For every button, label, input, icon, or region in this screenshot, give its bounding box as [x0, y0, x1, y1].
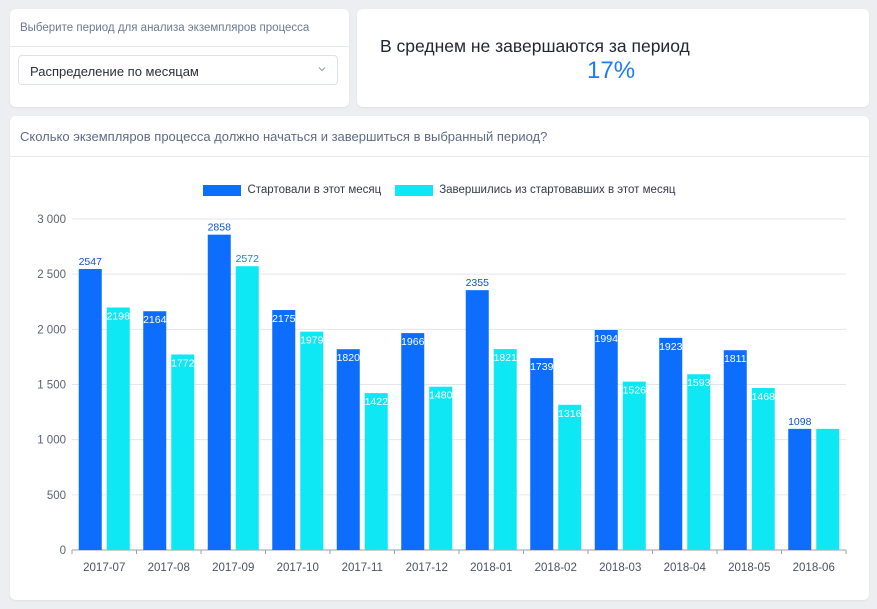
data-label: 2858	[208, 222, 232, 234]
period-select[interactable]: Распределение по месяцам	[18, 55, 338, 85]
x-tick-label: 2017-07	[83, 562, 125, 574]
data-label: 1098	[788, 416, 812, 428]
legend-item-finished[interactable]: Завершились из стартовавших в этот месяц	[395, 184, 676, 196]
x-tick-label: 2017-08	[148, 562, 190, 574]
period-select-value: Распределение по месяцам	[30, 64, 199, 79]
bar-started	[78, 268, 102, 550]
legend-swatch-finished	[395, 184, 434, 196]
legend-label-finished: Завершились из стартовавших в этот месяц	[439, 184, 676, 196]
bar-finished	[816, 428, 840, 550]
bar-started	[594, 329, 618, 550]
filter-label: Выберите период для анализа экземпляров …	[20, 22, 310, 34]
x-tick-label: 2017-12	[406, 562, 448, 574]
period-filter-card: Выберите период для анализа экземпляров …	[10, 9, 349, 107]
bar-finished	[429, 386, 453, 550]
bar-started	[401, 333, 425, 550]
bar-started	[788, 428, 812, 550]
bar-started	[530, 358, 554, 550]
kpi-value: 17%	[587, 57, 636, 84]
data-label: 1480	[429, 390, 453, 402]
bar-finished	[493, 349, 517, 550]
y-tick-label: 3 000	[37, 214, 66, 226]
chart-title: Сколько экземпляров процесса должно нача…	[20, 129, 548, 144]
bar-finished	[687, 374, 711, 550]
bar-finished	[106, 307, 130, 550]
kpi-card: В среднем не завершаются за период 17%	[357, 9, 869, 107]
x-tick-label: 2018-06	[793, 562, 835, 574]
data-label: 1820	[337, 352, 361, 364]
x-tick-label: 2018-04	[664, 562, 707, 574]
bar-chart: 0 500 1 000 1 500 2 000 2 500 3 000 2017-07 2547…	[37, 214, 847, 574]
data-label: 2164	[143, 314, 167, 326]
data-label: 2547	[79, 256, 103, 268]
y-tick-label: 2 500	[37, 269, 66, 281]
data-label: 1772	[171, 357, 195, 369]
data-label: 1923	[659, 341, 683, 353]
bar-started	[336, 349, 360, 550]
bar-started	[207, 234, 231, 550]
data-label: 2572	[236, 253, 260, 265]
bar-started	[723, 350, 747, 550]
bar-started	[659, 337, 683, 550]
x-tick-label: 2018-03	[599, 562, 641, 574]
data-label: 1526	[623, 385, 647, 397]
bar-finished	[300, 331, 324, 550]
legend-item-started[interactable]: Стартовали в этот месяц	[203, 184, 381, 196]
data-label: 1316	[558, 408, 582, 420]
x-tick-label: 2018-02	[535, 562, 577, 574]
legend-swatch-started	[203, 184, 242, 196]
x-tick-label: 2017-10	[277, 562, 319, 574]
filter-divider	[10, 46, 349, 47]
data-label: 1468	[752, 391, 776, 403]
data-label: 2198	[107, 310, 131, 322]
data-label: 2355	[466, 277, 490, 289]
data-label: 1821	[494, 352, 518, 364]
y-tick-label: 2 000	[37, 324, 66, 336]
kpi-title: В среднем не завершаются за период	[380, 36, 690, 56]
data-label: 1422	[365, 396, 389, 408]
bar-finished	[751, 388, 775, 550]
bar-finished	[558, 404, 582, 550]
x-tick-label: 2018-05	[728, 562, 770, 574]
chart-divider	[10, 156, 869, 157]
x-tick-label: 2017-11	[342, 562, 383, 574]
data-label: 1994	[595, 333, 619, 345]
y-tick-label: 1 000	[37, 435, 66, 447]
chart-card: Сколько экземпляров процесса должно нача…	[10, 116, 869, 600]
data-label: 1979	[300, 335, 324, 347]
bar-started	[272, 310, 296, 550]
y-tick-label: 1 500	[37, 380, 66, 392]
bar-finished	[235, 266, 259, 550]
bar-finished	[364, 393, 388, 550]
chevron-down-icon	[318, 67, 326, 72]
data-label: 1811	[724, 353, 747, 365]
data-label: 1593	[687, 377, 711, 389]
y-tick-label: 500	[47, 490, 66, 502]
data-label: 1966	[401, 336, 425, 348]
chart-legend: Стартовали в этот месяц Завершились из с…	[10, 184, 869, 196]
data-label: 1739	[530, 361, 554, 373]
legend-label-started: Стартовали в этот месяц	[247, 184, 382, 196]
data-label: 2175	[272, 313, 296, 325]
x-tick-label: 2017-09	[212, 562, 254, 574]
bar-started	[143, 311, 167, 550]
bar-started	[465, 290, 489, 550]
bar-finished	[622, 381, 646, 550]
bar-finished	[171, 354, 195, 550]
y-tick-label: 0	[60, 545, 66, 557]
x-tick-label: 2018-01	[470, 562, 512, 574]
